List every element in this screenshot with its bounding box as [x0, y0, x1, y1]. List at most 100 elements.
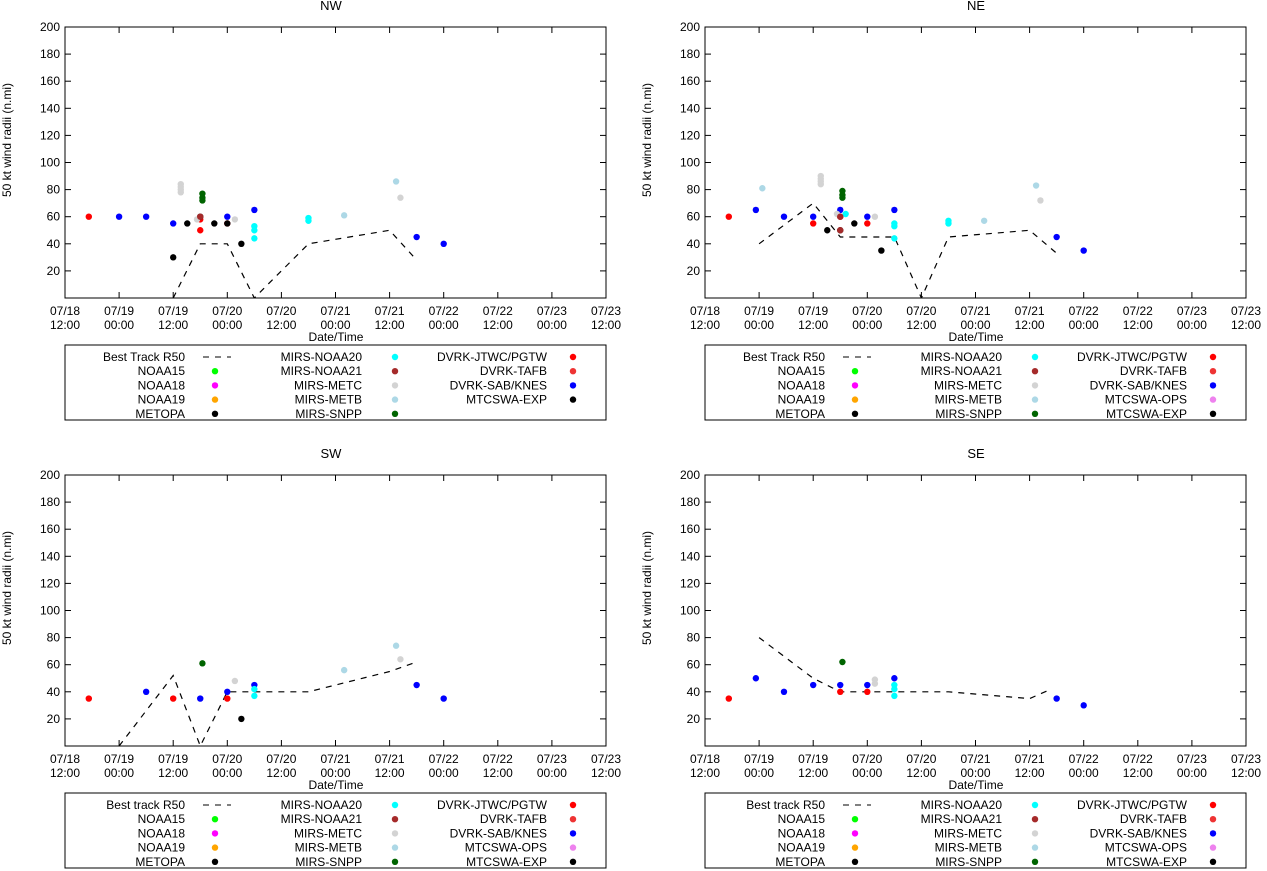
x-tick-date: 07/22: [429, 752, 459, 766]
y-tick-label: 100: [680, 156, 700, 170]
legend-marker: [569, 816, 577, 823]
legend-marker: [851, 816, 859, 823]
data-point: [340, 666, 348, 674]
legend-label: MIRS-NOAA20: [921, 798, 1003, 812]
data-point: [199, 190, 206, 197]
y-tick-label: 120: [680, 576, 700, 590]
data-point: [725, 695, 733, 702]
x-axis-label: Date/Time: [309, 330, 364, 344]
legend-marker: [1031, 844, 1039, 851]
legend-marker: [1031, 816, 1039, 823]
legend-marker: [1209, 368, 1217, 375]
data-point: [392, 178, 400, 185]
legend-marker: [211, 858, 219, 865]
legend-marker: [211, 816, 219, 823]
y-tick-label: 200: [680, 468, 700, 482]
legend-box: [704, 792, 1247, 869]
legend-label: MTCSWA-EXP: [1106, 855, 1187, 869]
legend-marker: [1209, 801, 1217, 809]
y-tick-label: 60: [47, 658, 61, 672]
x-tick-time: 12:00: [266, 318, 296, 332]
legend-marker: [391, 410, 399, 417]
y-tick-label: 20: [687, 264, 701, 278]
legend-marker: [391, 801, 399, 809]
panel-title: SE: [967, 446, 985, 461]
legend-label: NOAA18: [138, 826, 186, 840]
legend-marker: [1031, 368, 1039, 375]
legend-label: NOAA19: [138, 841, 186, 855]
legend-label: MIRS-NOAA21: [921, 812, 1003, 826]
data-point: [780, 688, 788, 695]
y-tick-label: 140: [680, 101, 700, 115]
plot-frame: [704, 474, 1247, 747]
x-tick-date: 07/20: [906, 304, 936, 318]
y-tick-label: 100: [40, 156, 60, 170]
legend-label: NOAA18: [778, 826, 826, 840]
legend-marker: [211, 830, 219, 837]
data-point: [945, 217, 952, 224]
plot-frame: [704, 26, 1247, 299]
data-point: [224, 695, 231, 702]
legend-label: NOAA15: [138, 364, 186, 378]
data-point: [980, 217, 988, 224]
x-tick-time: 00:00: [960, 318, 990, 332]
legend-label: DVRK-SAB/KNES: [1090, 378, 1187, 392]
x-tick-time: 00:00: [104, 318, 134, 332]
x-tick-date: 07/22: [1123, 304, 1153, 318]
x-tick-date: 07/21: [960, 304, 990, 318]
legend-marker: [211, 382, 219, 389]
data-point: [224, 213, 231, 220]
x-tick-time: 00:00: [212, 766, 242, 780]
x-tick-time: 00:00: [1069, 318, 1099, 332]
legend-marker: [1031, 396, 1039, 403]
y-tick-label: 40: [687, 237, 701, 251]
data-point: [238, 715, 245, 723]
data-point: [170, 254, 177, 261]
x-tick-time: 12:00: [798, 766, 828, 780]
legend-label: METOPA: [775, 855, 825, 869]
x-tick-date: 07/19: [104, 304, 134, 318]
data-point: [211, 220, 218, 227]
x-tick-time: 00:00: [212, 318, 242, 332]
legend-label: NOAA19: [778, 841, 826, 855]
legend-label: DVRK-JTWC/PGTW: [437, 798, 548, 812]
legend-marker: [851, 396, 859, 403]
data-point: [397, 656, 404, 663]
legend-label: MIRS-METC: [294, 378, 362, 392]
x-tick-time: 12:00: [375, 318, 405, 332]
x-tick-date: 07/23: [1177, 304, 1207, 318]
data-point: [837, 227, 844, 234]
legend-label: DVRK-SAB/KNES: [1090, 826, 1187, 840]
legend-marker: [391, 844, 399, 851]
y-axis-label: 50 kt wind radii (n.mi): [0, 531, 14, 645]
data-point: [1053, 233, 1060, 241]
legend-marker: [851, 844, 859, 851]
y-tick-label: 80: [47, 183, 61, 197]
y-tick-label: 160: [680, 522, 700, 536]
legend-marker: [211, 844, 219, 851]
data-point: [177, 180, 184, 188]
legend-label: Best track R50: [106, 798, 185, 812]
plot-area: [85, 178, 447, 298]
x-tick-time: 00:00: [537, 766, 567, 780]
x-tick-time: 12:00: [798, 318, 828, 332]
legend-label: MIRS-SNPP: [935, 407, 1002, 421]
legend-label: Best Track R50: [743, 350, 825, 364]
legend-label: DVRK-TAFB: [1120, 812, 1187, 826]
x-tick-time: 12:00: [50, 766, 80, 780]
legend-marker: [851, 410, 859, 417]
y-tick-label: 140: [40, 549, 60, 563]
y-tick-label: 100: [40, 604, 60, 618]
data-point: [837, 213, 844, 220]
legend-marker: [569, 844, 577, 851]
legend-label: MIRS-SNPP: [935, 855, 1002, 869]
y-tick-label: 40: [687, 685, 701, 699]
x-tick-date: 07/22: [1123, 752, 1153, 766]
panel-nw: NW 50 kt wind radii (n.mi) Date/Time 20 4…: [0, 0, 621, 421]
data-point: [231, 216, 239, 223]
data-point: [839, 187, 846, 195]
data-point: [891, 206, 898, 214]
data-point: [85, 213, 93, 220]
y-tick-label: 60: [687, 658, 701, 672]
x-tick-date: 07/21: [1015, 304, 1045, 318]
